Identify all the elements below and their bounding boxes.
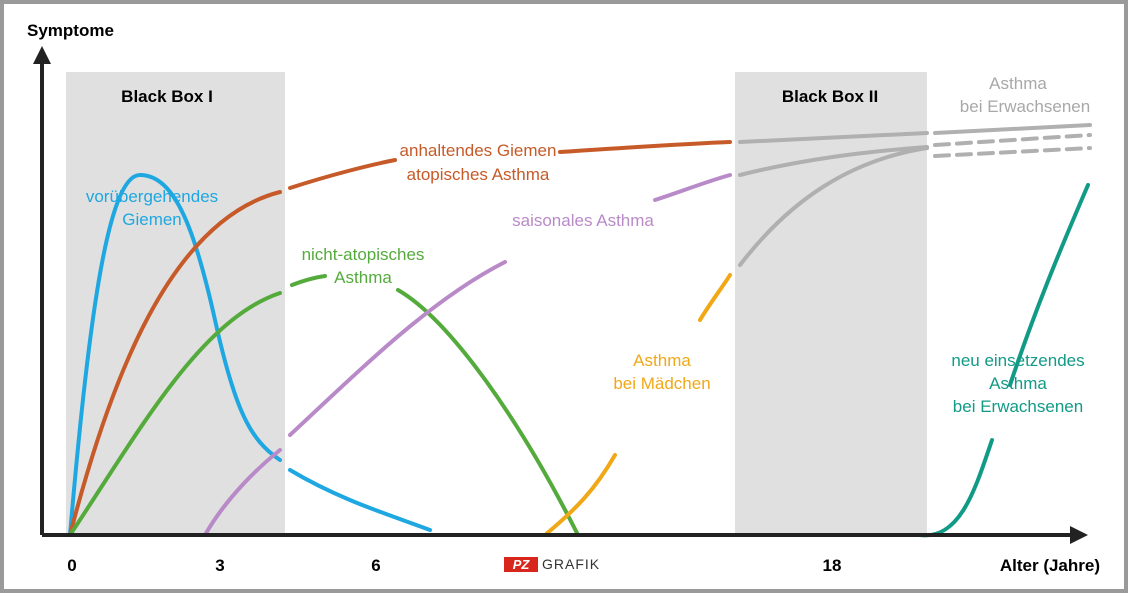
- x-tick: 18: [823, 556, 842, 575]
- curve-persistent: [68, 140, 732, 537]
- x-tick: 6: [371, 556, 380, 575]
- curve-girls: [543, 273, 732, 537]
- curve-label: Asthma: [989, 374, 1047, 393]
- curve-label: Giemen: [122, 210, 182, 229]
- x-tick: 0: [67, 556, 76, 575]
- y-arrow: [33, 46, 51, 64]
- curve-label: vorübergehendes: [86, 187, 218, 206]
- curve-non-atopic: [68, 274, 580, 537]
- x-label: Alter (Jahre): [1000, 556, 1100, 575]
- box-label: Black Box II: [782, 87, 878, 106]
- curve-adults-projection: [933, 133, 1092, 158]
- curve-label: anhaltendes Giemen: [400, 141, 557, 160]
- curve-label: neu einsetzendes: [951, 351, 1084, 370]
- curve-label: bei Mädchen: [613, 374, 710, 393]
- curve-transient: [68, 172, 432, 537]
- logo-text: GRAFIK: [542, 556, 600, 572]
- curve-label: Asthma: [334, 268, 392, 287]
- box-label: Black Box I: [121, 87, 213, 106]
- black-box-1: [66, 72, 285, 535]
- logo-mark: PZ: [513, 557, 531, 572]
- curve-label: bei Erwachsenen: [953, 397, 1083, 416]
- x-arrow: [1070, 526, 1088, 544]
- logo-box: [504, 557, 538, 572]
- curve-label: atopisches Asthma: [407, 165, 550, 184]
- curve-label: Asthma: [633, 351, 691, 370]
- curve-label: Asthma: [989, 74, 1047, 93]
- curve-label: saisonales Asthma: [512, 211, 654, 230]
- x-tick: 3: [215, 556, 224, 575]
- curves: [68, 123, 1092, 538]
- curve-seasonal: [203, 173, 732, 537]
- curve-label: bei Erwachsenen: [960, 97, 1090, 116]
- y-label: Symptome: [27, 21, 114, 40]
- curve-adults: [738, 123, 1092, 267]
- curve-label: nicht-atopisches: [302, 245, 425, 264]
